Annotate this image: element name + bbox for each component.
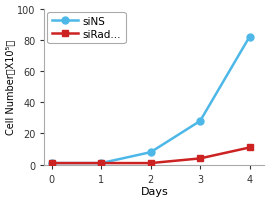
siNS: [100, 162, 103, 164]
Legend: siNS, siRad...: siNS, siRad...: [48, 13, 126, 44]
Y-axis label: Cell Number（X10⁵）: Cell Number（X10⁵）: [6, 40, 16, 135]
Line: siRad...: siRad...: [48, 144, 253, 167]
siRad...: [50, 162, 53, 164]
Line: siNS: siNS: [48, 34, 253, 167]
siRad...: [100, 162, 103, 164]
siRad...: [149, 162, 152, 164]
siNS: [50, 162, 53, 164]
siNS: [248, 36, 251, 39]
siRad...: [198, 157, 202, 160]
siRad...: [248, 146, 251, 149]
X-axis label: Days: Days: [140, 186, 168, 197]
siNS: [198, 120, 202, 123]
siNS: [149, 151, 152, 154]
